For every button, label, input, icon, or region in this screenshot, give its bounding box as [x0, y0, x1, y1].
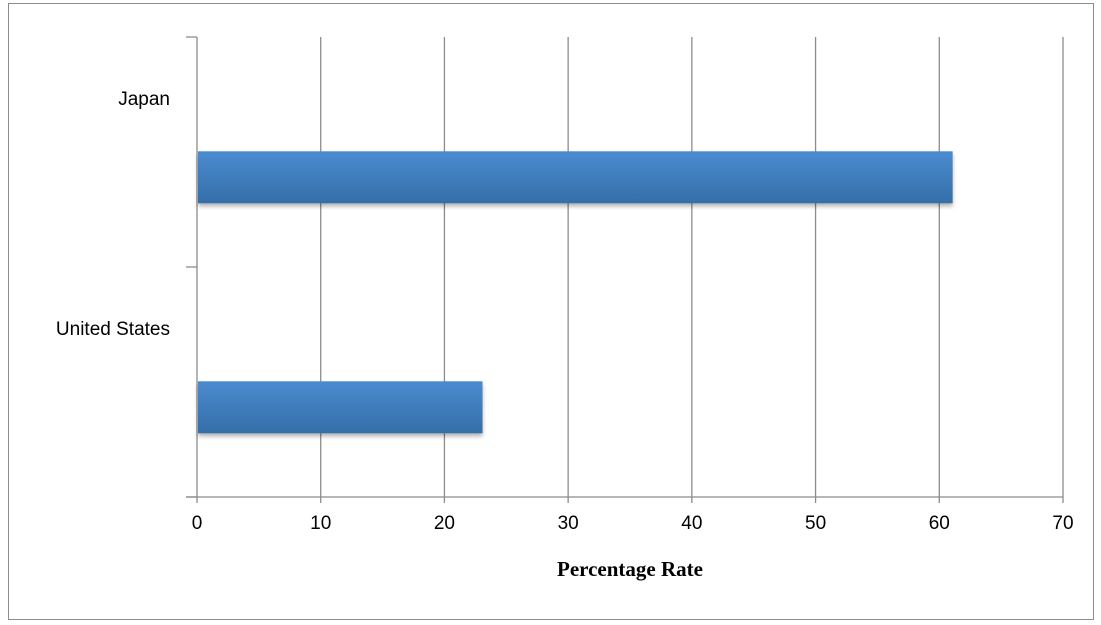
x-tick-label: 20: [434, 513, 455, 534]
labels: 0 10 20 30 40 50 60 70 Japan United States: [56, 89, 1074, 534]
x-tick-label: 0: [192, 513, 203, 534]
category-label: Japan: [118, 89, 170, 110]
x-tick-label: 70: [1052, 513, 1073, 534]
bars: [198, 151, 953, 434]
x-tick-label: 50: [805, 513, 826, 534]
x-tick-label: 60: [929, 513, 950, 534]
chart-frame: [8, 3, 1094, 620]
axes: [186, 36, 1063, 503]
x-axis-title: Percentage Rate: [557, 557, 703, 581]
x-tick-label: 40: [681, 513, 702, 534]
x-tick-label: 30: [558, 513, 579, 534]
category-label: United States: [56, 319, 170, 340]
bar-japan: [198, 151, 953, 204]
bar-united-states: [198, 381, 483, 434]
x-tick-label: 10: [310, 513, 331, 534]
